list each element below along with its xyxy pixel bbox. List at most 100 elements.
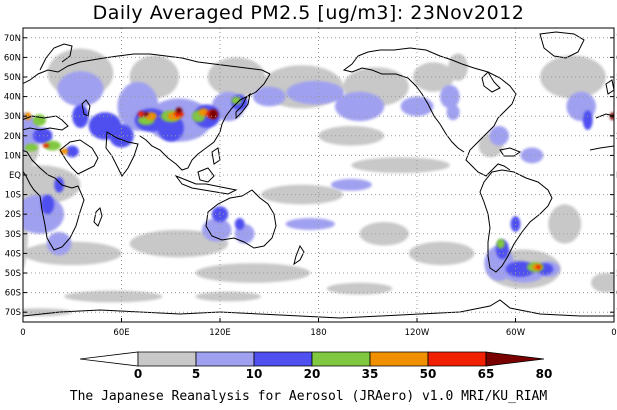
pm25-patch xyxy=(400,96,434,117)
pm25-patch xyxy=(234,218,245,230)
pm25-patch xyxy=(41,194,55,215)
graticule xyxy=(23,28,614,322)
coast-uk xyxy=(605,79,614,95)
pm25-patch xyxy=(72,104,89,128)
coast-africa xyxy=(23,149,85,251)
pm25-patch xyxy=(198,108,209,117)
colorbar-swatch xyxy=(137,351,197,367)
pm25-patch xyxy=(439,84,460,109)
colorbar-label: 65 xyxy=(478,367,495,381)
lon-label: 0 xyxy=(611,328,616,338)
pm25-patch xyxy=(326,282,393,295)
colorbar: 0 5 10 20 35 50 65 80 xyxy=(79,351,553,381)
lat-label-left: 20S xyxy=(5,210,21,220)
pm25-patch xyxy=(157,114,184,142)
pm25-patch xyxy=(351,157,450,174)
pm25-patch xyxy=(44,140,61,151)
pm25-patch xyxy=(175,107,183,114)
map-footer: The Japanese Reanalysis for Aerosol (JRA… xyxy=(69,389,548,404)
colorbar-label: 0 xyxy=(134,367,142,381)
coast-arabia xyxy=(59,139,99,175)
colorbar-swatch xyxy=(79,351,139,367)
pm25-patch xyxy=(57,71,104,107)
coast-south-america xyxy=(479,169,553,273)
pm25-patch xyxy=(261,184,344,205)
colorbar-label: 10 xyxy=(246,367,263,381)
lon-label: 120E xyxy=(209,328,231,338)
lat-label-left: 50N xyxy=(4,73,21,83)
pm25-patch xyxy=(23,241,122,266)
pm25-patch xyxy=(446,104,460,121)
pm25-patch xyxy=(334,91,385,122)
lat-label-left: 20N xyxy=(4,132,21,142)
lat-label-left: 70N xyxy=(4,34,21,44)
pm25-patch xyxy=(64,290,163,303)
longitude-axis: 0 60E 120E 180 120W 60W 0 xyxy=(20,318,617,338)
lat-label-left: 70S xyxy=(5,308,21,318)
colorbar-swatch xyxy=(369,351,429,367)
pm25-patch xyxy=(591,273,614,293)
pm25-patch xyxy=(195,291,262,302)
pm25-patch xyxy=(174,111,184,118)
pm25-patch xyxy=(582,110,593,130)
pm25-patch xyxy=(330,178,372,191)
lat-label-left: EQ xyxy=(9,171,21,181)
coast-borneo xyxy=(197,167,215,183)
pm25-patch xyxy=(54,176,65,193)
pm25-patch xyxy=(412,62,454,92)
coast-japan xyxy=(235,92,251,120)
pm25-patch xyxy=(24,143,38,152)
colorbar-label: 80 xyxy=(536,367,553,381)
colorbar-swatch xyxy=(311,351,371,367)
lat-label-left: 30N xyxy=(4,112,21,122)
coast-indonesia xyxy=(174,174,238,195)
lat-label-left: 60N xyxy=(4,53,21,63)
pm25-patch xyxy=(143,112,149,117)
lat-label-left: 40S xyxy=(5,249,21,259)
colorbar-label: 50 xyxy=(420,367,437,381)
coast-scandinavia xyxy=(39,43,73,71)
pm25-patch xyxy=(42,143,50,148)
coast-europe xyxy=(23,53,271,85)
colorbar-swatch xyxy=(253,351,313,367)
coast-caspian xyxy=(81,99,91,117)
map-title: Daily Averaged PM2.5 [ug/m3]: 23Nov2012 xyxy=(92,2,525,24)
pm25-patch xyxy=(548,204,582,244)
pm25-patch xyxy=(129,229,229,258)
lon-label: 60W xyxy=(506,328,526,338)
coast-hudson xyxy=(481,71,501,93)
coastline-layer xyxy=(23,31,614,319)
lon-label: 0 xyxy=(20,328,25,338)
coast-west-africa-bulge xyxy=(589,145,614,151)
colorbar-label: 5 xyxy=(192,367,200,381)
colorbar-label: 20 xyxy=(304,367,321,381)
lat-label-left: 30S xyxy=(5,230,21,240)
coast-new-zealand xyxy=(293,244,305,266)
lat-label-left: 10S xyxy=(5,191,21,201)
lat-label-left: 10N xyxy=(4,151,21,161)
pm25-patch xyxy=(496,238,505,249)
coast-india xyxy=(105,131,139,177)
pm25-patch xyxy=(252,86,286,107)
lon-label: 120W xyxy=(405,328,430,338)
coast-east-asia xyxy=(139,73,271,171)
pm25-patch xyxy=(285,218,335,230)
pm25-patch xyxy=(286,80,344,105)
colorbar-swatch xyxy=(485,351,545,367)
pm25-patch xyxy=(201,218,232,242)
coast-madagascar xyxy=(93,207,103,227)
lat-label-left: 40N xyxy=(4,93,21,103)
pm25-patch xyxy=(195,263,311,283)
pm25-patch xyxy=(32,127,53,144)
pm25-patch xyxy=(540,55,606,99)
colorbar-swatch xyxy=(195,351,255,367)
pm25-patch xyxy=(209,109,218,120)
pm25-patch xyxy=(23,165,81,205)
coast-australia xyxy=(205,189,277,249)
lon-label: 60E xyxy=(113,328,129,338)
coast-greenland xyxy=(539,31,585,59)
pm25-patch xyxy=(359,222,409,246)
pm25-patch xyxy=(231,96,242,105)
